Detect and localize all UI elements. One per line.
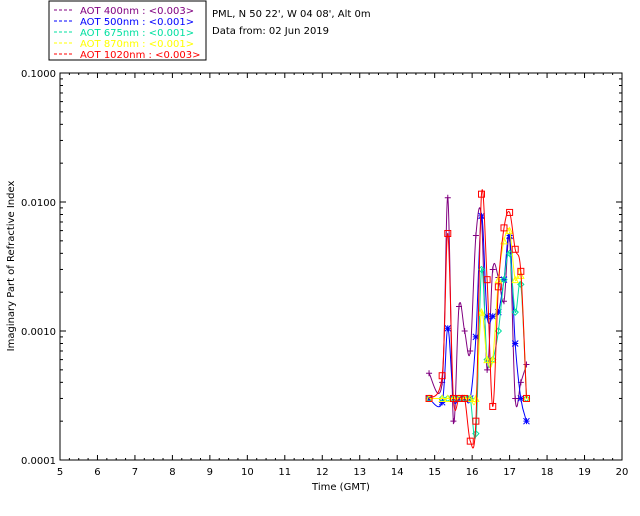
data-point-square <box>478 190 485 198</box>
x-tick-label: 5 <box>57 467 63 478</box>
legend-label: AOT 400nm : <0.003> <box>80 6 194 17</box>
legend-box <box>48 0 207 61</box>
data-point-square <box>489 402 497 410</box>
data-point-square <box>522 394 530 402</box>
info-date: Data from: 02 Jun 2019 <box>212 26 329 37</box>
data-point-square <box>444 229 452 237</box>
series-4 <box>425 189 530 449</box>
series-line <box>428 227 527 406</box>
data-point-asterisk <box>444 324 452 332</box>
data-point-asterisk <box>478 212 485 220</box>
x-axis-label: Time (GMT) <box>311 482 370 493</box>
x-tick-label: 17 <box>503 467 516 478</box>
data-point-diamond <box>472 429 480 438</box>
data-point-square <box>500 224 508 232</box>
x-tick-label: 18 <box>541 467 554 478</box>
y-axis: 0.0001 0.0010 0.0100 0.1000 <box>21 69 622 467</box>
data-point-asterisk <box>438 398 446 406</box>
data-point-plus <box>512 395 519 402</box>
data-point-triangle <box>438 394 446 402</box>
data-point-asterisk <box>483 312 491 320</box>
data-point-triangle <box>477 308 486 316</box>
y-tick-label: 0.0100 <box>21 198 56 209</box>
plot-frame <box>59 72 623 461</box>
data-point-diamond <box>505 249 514 258</box>
x-tick-label: 9 <box>207 467 213 478</box>
data-point-triangle <box>488 355 497 364</box>
y-tick-label: 0.1000 <box>21 69 56 80</box>
y-tick-label: 0.0010 <box>21 327 56 338</box>
data-point-plus <box>467 347 474 354</box>
data-point-triangle <box>511 275 520 284</box>
data-point-plus <box>523 361 530 368</box>
data-point-square <box>511 245 519 253</box>
data-point-plus <box>472 232 479 239</box>
data-point-plus <box>461 328 468 334</box>
legend-label: AOT 675nm : <0.001> <box>80 28 194 39</box>
data-point-plus <box>450 418 457 425</box>
x-tick-label: 11 <box>278 467 291 478</box>
x-tick-label: 19 <box>578 467 591 478</box>
x-tick-label: 6 <box>94 467 100 478</box>
y-axis-label: Imaginary Part of Refractive Index <box>6 181 17 352</box>
data-point-diamond <box>517 280 525 289</box>
x-tick-label: 12 <box>316 467 329 478</box>
x-tick-label: 14 <box>391 467 404 478</box>
data-point-plus <box>456 303 463 310</box>
data-point-plus <box>426 370 433 377</box>
data-point-square <box>438 372 446 380</box>
y-tick-label: 0.0001 <box>21 456 56 467</box>
data-point-square <box>483 276 491 284</box>
data-point-diamond <box>511 308 519 316</box>
data-point-triangle <box>472 394 480 402</box>
x-axis: 5 6 7 8 9 10 11 12 13 14 15 16 17 18 19 20 <box>57 73 629 478</box>
legend: AOT 400nm : <0.003>AOT 500nm : <0.001>AO… <box>54 6 200 61</box>
data-point-square <box>494 283 502 291</box>
series-line <box>428 189 527 449</box>
data-point-plus <box>444 194 451 201</box>
x-tick-label: 10 <box>241 467 254 478</box>
data-point-triangle <box>466 394 475 402</box>
data-point-square <box>461 394 469 402</box>
x-tick-label: 20 <box>616 467 629 478</box>
data-point-square <box>425 394 433 402</box>
legend-label: AOT 870nm : <0.001> <box>80 39 194 50</box>
legend-label: AOT 1020nm : <0.003> <box>80 50 200 61</box>
data-point-square <box>517 267 525 275</box>
x-tick-label: 13 <box>353 467 366 478</box>
data-point-triangle <box>443 394 452 402</box>
data-point-asterisk <box>517 395 525 402</box>
data-point-square <box>466 437 474 445</box>
data-point-square <box>506 208 514 216</box>
data-point-triangle <box>483 355 491 364</box>
data-point-asterisk <box>523 417 530 425</box>
data-point-plus <box>484 366 491 373</box>
x-tick-label: 16 <box>466 467 479 478</box>
data-point-asterisk <box>495 308 502 316</box>
x-tick-label: 7 <box>132 467 138 478</box>
data-point-diamond <box>500 275 508 284</box>
data-point-square <box>472 417 480 425</box>
x-tick-label: 8 <box>169 467 175 478</box>
data-point-plus <box>489 266 496 273</box>
legend-label: AOT 500nm : <0.001> <box>80 17 194 28</box>
data-point-asterisk <box>472 333 480 341</box>
data-point-asterisk <box>489 312 497 320</box>
plot-area <box>425 189 531 449</box>
info-location: PML, N 50 22', W 04 08', Alt 0m <box>212 9 371 20</box>
x-tick-label: 15 <box>428 467 441 478</box>
data-point-asterisk <box>511 340 519 347</box>
data-point-triangle <box>505 226 514 235</box>
data-point-asterisk <box>506 232 513 239</box>
